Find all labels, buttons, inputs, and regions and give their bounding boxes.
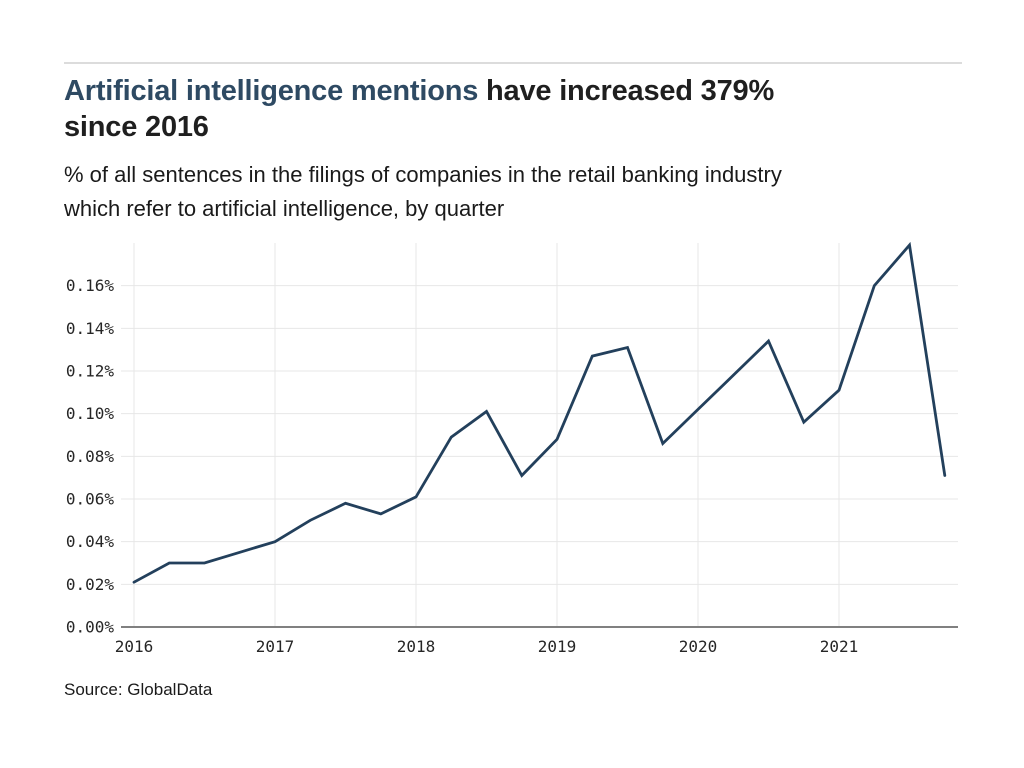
- y-tick-label: 0.08%: [66, 447, 115, 466]
- x-tick-label: 2017: [256, 637, 295, 656]
- x-tick-label: 2020: [679, 637, 718, 656]
- y-tick-label: 0.06%: [66, 490, 115, 509]
- y-tick-label: 0.14%: [66, 319, 115, 338]
- y-tick-label: 0.02%: [66, 575, 115, 594]
- chart-title: Artificial intelligence mentions have in…: [64, 73, 964, 145]
- chart-title-highlight: Artificial intelligence mentions: [64, 75, 479, 107]
- y-tick-label: 0.00%: [66, 618, 115, 637]
- x-tick-label: 2018: [397, 637, 436, 656]
- chart-subtitle-line1: % of all sentences in the filings of com…: [64, 162, 782, 187]
- chart-subtitle: % of all sentences in the filings of com…: [64, 158, 984, 226]
- top-divider: [64, 62, 962, 64]
- source-label: Source: GlobalData: [64, 680, 213, 699]
- data-line: [132, 241, 947, 584]
- chart-title-rest: have increased 379%: [478, 75, 775, 107]
- y-tick-label: 0.12%: [66, 362, 115, 381]
- y-tick-label: 0.04%: [66, 532, 115, 551]
- chart-subtitle-line2: which refer to artificial intelligence, …: [64, 196, 505, 221]
- chart-title-line2: since 2016: [64, 111, 209, 143]
- y-tick-label: 0.16%: [66, 276, 115, 295]
- x-tick-label: 2021: [820, 637, 859, 656]
- y-tick-label: 0.10%: [66, 404, 115, 423]
- x-tick-label: 2016: [115, 637, 154, 656]
- x-tick-label: 2019: [538, 637, 577, 656]
